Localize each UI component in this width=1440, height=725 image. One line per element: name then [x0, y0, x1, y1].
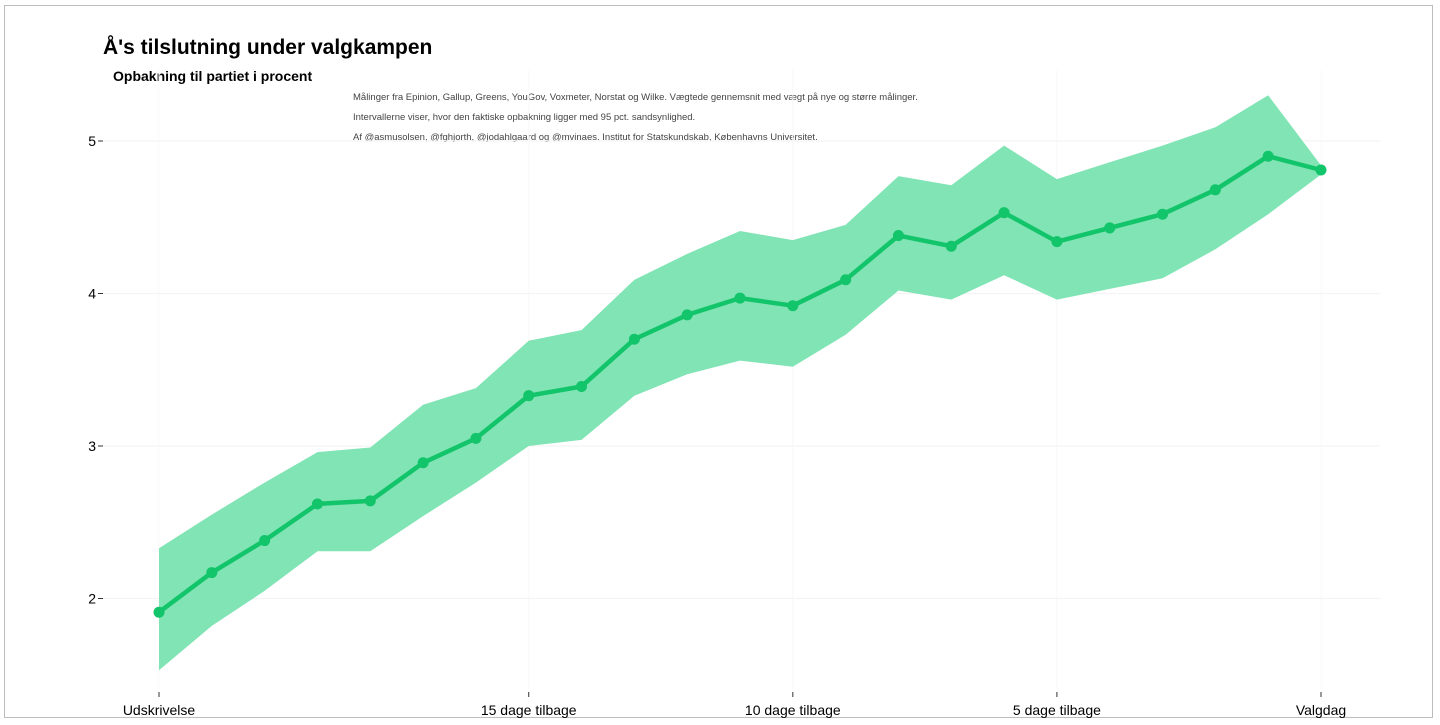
data-point: [840, 274, 852, 286]
x-tick-label: 5 dage tilbage: [1013, 702, 1101, 718]
caption-line-intervals: Intervallerne viser, hvor den faktiske o…: [353, 112, 696, 123]
data-point: [576, 381, 588, 393]
data-point: [153, 606, 165, 618]
x-tick-label: Udskrivelse: [123, 702, 196, 718]
y-tick-label: 4: [88, 286, 96, 302]
data-point: [417, 457, 429, 469]
caption-line-authors: Af @asmusolsen, @fghjorth, @jodahlgaard …: [353, 132, 818, 143]
data-point: [470, 432, 482, 444]
x-axis: Udskrivelse 15 dage tilbage 10 dage tilbag…: [123, 692, 1346, 718]
data-point: [206, 567, 218, 579]
data-point: [259, 535, 271, 547]
caption-line-sources: Målinger fra Epinion, Gallup, Greens, Yo…: [353, 92, 918, 103]
y-tick-label: 5: [88, 133, 96, 149]
data-point: [734, 292, 746, 304]
data-point: [998, 207, 1010, 219]
data-point: [523, 390, 535, 402]
data-point: [1157, 208, 1169, 220]
data-point: [892, 230, 904, 242]
chart-title: Å's tilslutning under valgkampen: [103, 36, 433, 59]
chart-subtitle: Opbakning til partiet i procent: [113, 68, 313, 84]
data-point: [628, 333, 640, 345]
x-tick-label: 15 dage tilbage: [481, 702, 577, 718]
data-point: [1051, 236, 1063, 248]
data-point: [787, 300, 799, 312]
confidence-band: [159, 95, 1321, 671]
y-axis: 2 3 4 5: [88, 133, 103, 607]
data-point: [681, 309, 693, 321]
series-points: [153, 150, 1327, 618]
data-point: [364, 495, 376, 507]
chart-caption: Målinger fra Epinion, Gallup, Greens, Yo…: [353, 88, 918, 148]
data-point: [1209, 184, 1221, 196]
data-point: [945, 240, 957, 252]
data-point: [1262, 150, 1274, 162]
y-tick-label: 3: [88, 438, 96, 454]
x-tick-label: 10 dage tilbage: [745, 702, 841, 718]
data-point: [1104, 222, 1116, 234]
data-point: [1315, 164, 1327, 176]
x-tick-label: Valgdag: [1296, 702, 1346, 718]
y-tick-label: 2: [88, 591, 96, 607]
data-point: [311, 498, 323, 510]
